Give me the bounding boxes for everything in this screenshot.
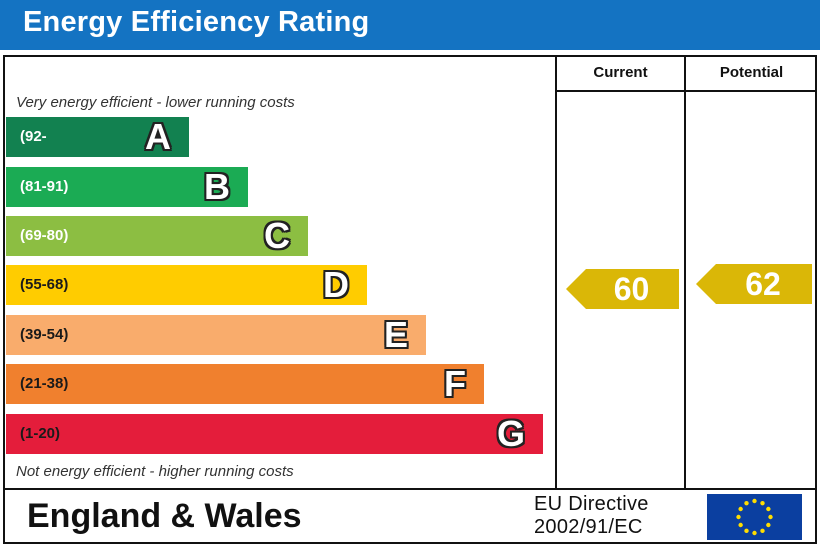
column-header-current: Current: [593, 64, 648, 81]
footer-divider: [3, 488, 817, 490]
eu-star-icon: [760, 528, 765, 534]
potential-arrow-shape: [696, 264, 812, 304]
band-e: (39-54) E: [6, 315, 426, 355]
band-letter: D: [323, 264, 349, 305]
region-label: England & Wales: [27, 497, 302, 535]
divider-current-left: [555, 55, 557, 490]
band-range-label: (69-80): [20, 227, 69, 244]
title-bar: Energy Efficiency Rating: [0, 0, 820, 50]
caption-top: Very energy efficient - lower running co…: [16, 94, 295, 111]
band-range-label: (1-20): [20, 425, 61, 442]
caption-bottom: Not energy efficient - higher running co…: [16, 463, 294, 480]
eu-star-icon: [736, 514, 741, 520]
rating-frame: [3, 55, 817, 544]
band-range-label: (55-68): [20, 276, 69, 293]
divider-current-right: [684, 55, 686, 490]
eu-star-icon: [760, 500, 765, 506]
header-row-divider: [555, 90, 817, 92]
band-d: (55-68) D: [6, 265, 367, 305]
eu-star-icon: [752, 498, 757, 504]
band-letter: G: [496, 413, 525, 454]
eu-flag-icon: [707, 494, 802, 540]
band-letter: E: [383, 314, 408, 355]
band-c: (69-80) C: [6, 216, 308, 256]
band-range-label: (92-: [20, 128, 47, 145]
page-title: Energy Efficiency Rating: [23, 6, 370, 38]
band-range-label: (81-91): [20, 178, 69, 195]
eu-star-icon: [766, 506, 771, 512]
eu-star-icon: [752, 530, 757, 536]
eu-star-icon: [744, 500, 749, 506]
column-header-potential: Potential: [719, 64, 784, 81]
eu-star-icon: [766, 522, 771, 528]
directive-line-2: 2002/91/EC: [534, 516, 643, 538]
eu-star-icon: [738, 522, 743, 528]
potential-rating-value: 62: [745, 266, 781, 302]
band-letter: C: [264, 215, 290, 256]
band-letter: B: [204, 166, 230, 207]
band-b: (81-91) B: [6, 167, 248, 207]
directive-line-1: EU Directive: [534, 493, 649, 515]
band-letter: A: [145, 116, 171, 157]
current-rating-arrow: 60: [566, 269, 679, 309]
current-rating-value: 60: [613, 271, 650, 307]
band-letter: F: [444, 363, 466, 404]
band-g: (1-20) G: [6, 414, 543, 454]
eu-star-icon: [738, 506, 743, 512]
eu-star-icon: [744, 528, 749, 534]
band-f: (21-38) F: [6, 364, 484, 404]
potential-rating-arrow: 62: [696, 264, 812, 304]
band-a: (92- A: [6, 117, 189, 157]
current-arrow-shape: [566, 269, 679, 309]
band-range-label: (21-38): [20, 375, 69, 392]
eu-star-icon: [768, 514, 773, 520]
band-range-label: (39-54): [20, 326, 69, 343]
